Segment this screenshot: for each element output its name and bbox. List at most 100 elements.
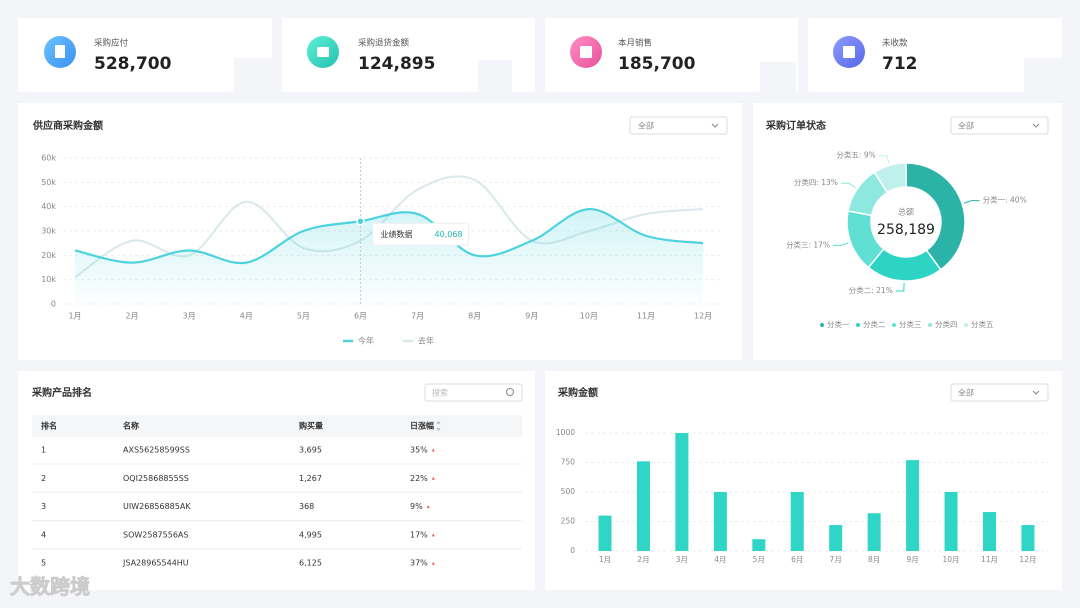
pie-label: 分类五: 9% [836, 150, 875, 160]
pie-label: 分类一: 40% [983, 195, 1027, 205]
x-tick-label: 8月 [468, 312, 481, 321]
bar [867, 513, 881, 551]
dropdown[interactable] [629, 116, 728, 135]
icon-glyph [317, 47, 329, 57]
y-tick-label: 0 [51, 300, 56, 309]
bar [1021, 525, 1035, 551]
x-tick-label: 12月 [694, 312, 712, 321]
legend-dot [892, 323, 896, 327]
leader-line [840, 182, 856, 189]
search-box[interactable] [424, 383, 523, 402]
bar [752, 539, 766, 551]
x-tick-label: 2月 [126, 312, 139, 321]
x-tick-label: 5月 [297, 312, 310, 321]
dropdowns[interactable] [424, 116, 1049, 402]
icon-glyph [55, 45, 65, 58]
table-cell: UIW26856885AK [123, 502, 191, 511]
table-cell: 368 [299, 502, 314, 511]
legend-label: 去年 [418, 336, 434, 346]
card-value: 528,700 [94, 54, 172, 74]
pie-slice [873, 162, 907, 194]
panel-title: 供应商采购金额 [32, 119, 103, 132]
x-tick-label: 9月 [906, 555, 918, 564]
pie-slice [905, 162, 966, 271]
arrow [1032, 123, 1040, 128]
arrow [711, 123, 719, 128]
card-label: 未收款 [882, 38, 908, 49]
tooltip-label: 业绩数据 [381, 229, 413, 239]
point [356, 217, 365, 226]
bar [598, 515, 612, 551]
card-value: 185,700 [618, 54, 696, 74]
leader-line [963, 200, 980, 204]
x-tick-label: 12月 [1019, 555, 1036, 564]
panel [18, 371, 535, 590]
x-tick-label: 1月 [599, 555, 611, 564]
panel-title: 采购金额 [557, 386, 598, 399]
center-value: 258,189 [877, 222, 935, 238]
leader-line [895, 282, 905, 292]
x-tick-label: 10月 [580, 312, 598, 321]
x-tick-label: 11月 [981, 555, 998, 564]
legend-label: 分类三 [899, 319, 922, 329]
table-cell: OQI25868855SS [123, 474, 189, 483]
tooltip-value: 40,068 [435, 230, 463, 239]
panel-title: 采购产品排名 [31, 386, 92, 399]
table-cell: AXS56258599SS [123, 446, 190, 455]
sort-icon [436, 421, 441, 431]
x-tick-label: 8月 [868, 555, 880, 564]
bar [829, 525, 843, 551]
table-cell: 6,125 [299, 559, 322, 568]
x-tick-label: 6月 [354, 312, 367, 321]
up-indicator [431, 561, 435, 565]
table-cell: 3 [41, 502, 46, 511]
y-tick-label: 10k [41, 275, 56, 284]
card-label: 采购退货金额 [358, 38, 410, 49]
x-tick-label: 2月 [637, 555, 649, 564]
y-tick-label: 20k [41, 251, 56, 260]
legend-label: 分类一 [827, 319, 850, 329]
up-indicator [431, 476, 435, 480]
up-indicator [426, 505, 430, 509]
pie-label: 分类四: 13% [794, 177, 838, 187]
dropdown-arrows [506, 123, 1040, 396]
bar [636, 461, 650, 551]
dropdown[interactable] [950, 116, 1049, 135]
y-tick-label: 0 [570, 546, 575, 555]
table-header-bg [32, 415, 522, 437]
x-tick-label: 7月 [411, 312, 424, 321]
search-icon [506, 388, 514, 396]
panel-title: 采购订单状态 [765, 119, 826, 132]
icon-glyph [843, 46, 855, 58]
y-tick-label: 500 [561, 487, 576, 496]
center-label: 总额 [898, 207, 914, 217]
x-tick-label: 4月 [240, 312, 253, 321]
legend-label: 分类五 [971, 319, 994, 329]
bar [983, 512, 996, 551]
dropdown-text: 全部 [638, 121, 654, 131]
x-tick-label: 3月 [676, 555, 688, 564]
x-tick-label: 7月 [830, 555, 842, 564]
legend-dot [820, 323, 824, 327]
decor [234, 58, 272, 92]
table-cell: 35% [410, 446, 428, 455]
up-indicator [431, 448, 435, 452]
y-tick-label: 30k [41, 227, 56, 236]
decor [478, 60, 512, 92]
dropdown-text: 全部 [958, 121, 974, 131]
card-label: 采购应付 [94, 38, 129, 49]
table-header: 日涨幅 [410, 421, 434, 431]
table-header: 排名 [41, 421, 57, 431]
table-cell: SOW2587556AS [123, 530, 188, 539]
table-cell: 22% [410, 474, 428, 483]
x-tick-label: 6月 [791, 555, 803, 564]
y-tick-label: 60k [41, 154, 56, 163]
table-header: 名称 [123, 421, 139, 431]
y-tick-label: 750 [561, 458, 576, 467]
panel [545, 371, 1062, 590]
table-cell: 1 [41, 446, 46, 455]
dropdown[interactable] [950, 383, 1049, 402]
y-tick-label: 50k [41, 178, 56, 187]
card-value: 124,895 [358, 54, 435, 74]
